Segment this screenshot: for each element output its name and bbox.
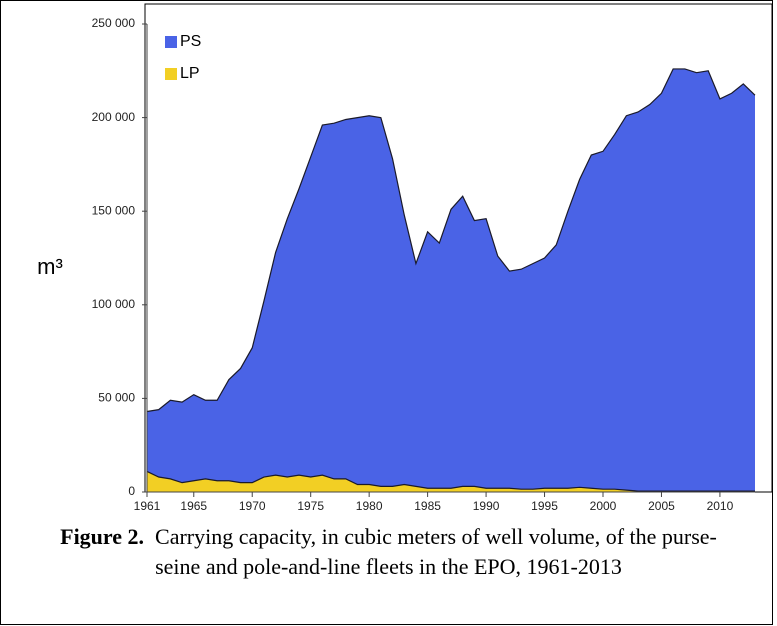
x-tick-label: 1975	[297, 499, 324, 513]
y-tick-label: 100 000	[92, 297, 136, 311]
legend-swatch	[165, 36, 177, 48]
x-tick-label: 2000	[590, 499, 617, 513]
area	[147, 471, 755, 492]
x-tick-label: 2005	[648, 499, 675, 513]
legend-label: LP	[180, 65, 200, 82]
legend-swatch	[165, 68, 177, 80]
y-tick-label: 150 000	[92, 203, 136, 217]
caption-text: Carrying capacity, in cubic meters of we…	[155, 524, 717, 579]
caption: Figure 2. Carrying capacity, in cubic me…	[40, 522, 737, 582]
x-tick-label: 1970	[239, 499, 266, 513]
x-tick-label: 1995	[531, 499, 558, 513]
caption-label: Figure 2.	[60, 524, 145, 549]
area-outline	[146, 68, 756, 413]
x-tick-label: 2010	[707, 499, 734, 513]
x-tick-label: 1990	[473, 499, 500, 513]
y-tick-label: 250 000	[92, 16, 136, 30]
y-tick-label: 200 000	[92, 110, 136, 124]
x-tick-label: 1961	[134, 499, 161, 513]
x-tick-label: 1985	[414, 499, 441, 513]
area	[147, 68, 755, 492]
y-tick-label: 50 000	[98, 391, 135, 405]
legend-label: PS	[180, 33, 201, 50]
x-tick-label: 1980	[356, 499, 383, 513]
area-outline	[146, 470, 755, 492]
y-axis-label: m³	[37, 254, 63, 279]
x-tick-label: 1965	[180, 499, 207, 513]
y-tick-label: 0	[128, 484, 135, 498]
